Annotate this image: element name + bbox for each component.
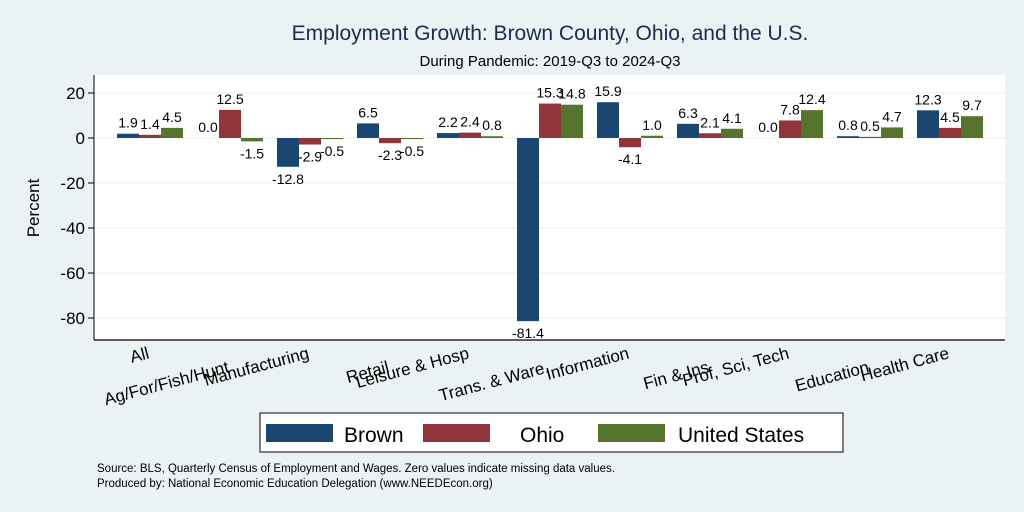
data-label: 12.5 (216, 91, 243, 107)
data-label: 14.8 (558, 86, 585, 102)
legend-swatch-united-states (598, 424, 665, 442)
bar-united-states (321, 138, 343, 140)
data-label: 6.3 (678, 105, 698, 121)
data-label: 4.5 (162, 109, 182, 125)
chart-subtitle: During Pandemic: 2019-Q3 to 2024-Q3 (420, 53, 681, 70)
producer-note: Produced by: National Economic Education… (97, 478, 493, 490)
data-label: 1.9 (118, 115, 138, 131)
y-tick-label: -80 (60, 309, 85, 328)
data-label: 2.2 (438, 114, 458, 130)
data-label: -12.8 (272, 171, 304, 187)
bar-ohio (459, 132, 481, 138)
data-label: 12.3 (914, 91, 941, 107)
legend: Brown Ohio United States (259, 412, 844, 453)
bar-united-states (641, 135, 663, 138)
bar-brown (837, 136, 859, 138)
bar-ohio (539, 103, 561, 138)
chart-title: Employment Growth: Brown County, Ohio, a… (292, 22, 809, 45)
data-label: 2.1 (700, 114, 720, 130)
data-label: -0.5 (400, 143, 424, 159)
legend-swatch-ohio (423, 424, 490, 442)
bar-united-states (561, 104, 583, 138)
data-label: 0.5 (860, 118, 880, 134)
data-label: 1.0 (642, 117, 662, 133)
bar-united-states (401, 138, 423, 140)
y-tick-label: 20 (66, 84, 85, 103)
legend-label: Brown (344, 424, 404, 447)
data-label: 0.0 (758, 119, 778, 135)
data-label: 2.4 (460, 114, 480, 130)
x-tick-label: Prof, Sci, Tech (681, 344, 791, 391)
data-label: 4.5 (940, 109, 960, 125)
bars (117, 102, 983, 322)
data-label: 15.9 (594, 83, 621, 99)
bar-ohio (299, 138, 321, 145)
data-label: 7.8 (780, 101, 800, 117)
source-note: Source: BLS, Quarterly Census of Employm… (97, 463, 615, 475)
y-axis-label: Percent (24, 178, 43, 237)
data-label: -4.1 (618, 151, 642, 167)
y-tick-label: 0 (76, 129, 85, 148)
data-labels: 1.9 1.4 4.50.012.5-1.5-12.8-2.9-0.56.5-2.3… (118, 83, 982, 341)
bar-ohio (379, 138, 401, 144)
bar-united-states (481, 136, 503, 138)
data-label: 0.8 (482, 117, 502, 133)
bar-united-states (721, 128, 743, 138)
legend-swatch-brown (266, 424, 333, 442)
bar-ohio (859, 136, 881, 138)
bar-united-states (961, 116, 983, 138)
bar-brown (597, 102, 619, 138)
data-label: -1.5 (240, 145, 264, 161)
bar-ohio (619, 138, 641, 148)
data-label: -0.5 (320, 143, 344, 159)
data-label: -81.4 (512, 325, 544, 341)
bar-united-states (881, 127, 903, 138)
x-tick-label: Education (793, 358, 871, 396)
legend-label: Ohio (520, 424, 564, 447)
bar-ohio (699, 133, 721, 138)
data-label: 4.1 (722, 110, 742, 126)
x-tick-label: Health Care (858, 344, 951, 386)
x-tick-label: All (128, 344, 151, 367)
bar-ohio (219, 109, 241, 138)
data-label: 0.0 (198, 119, 218, 135)
data-label: 1.4 (140, 116, 160, 132)
bar-brown (437, 133, 459, 138)
bar-brown (117, 133, 139, 138)
bar-brown (517, 138, 539, 322)
data-label: 6.5 (358, 104, 378, 120)
data-label: 9.7 (962, 97, 982, 113)
y-tick-label: -40 (60, 219, 85, 238)
y-tick-label: -60 (60, 264, 85, 283)
bar-brown (917, 110, 939, 138)
data-label: -2.3 (378, 147, 402, 163)
data-label: 12.4 (798, 91, 825, 107)
x-tick-label: Information (544, 344, 631, 384)
bar-ohio (779, 120, 801, 138)
data-label: 15.3 (536, 85, 563, 101)
bar-united-states (801, 110, 823, 138)
x-tick-label: Manufacturing (202, 344, 311, 390)
bar-united-states (161, 127, 183, 138)
bar-brown (357, 123, 379, 138)
data-label: 4.7 (882, 108, 902, 124)
y-tick-label: -20 (60, 174, 85, 193)
bar-brown (677, 123, 699, 138)
bar-ohio (939, 127, 961, 138)
legend-box (259, 412, 844, 453)
bar-ohio (139, 134, 161, 138)
bar-united-states (241, 138, 263, 142)
data-label: 0.8 (838, 117, 858, 133)
bar-brown (277, 138, 299, 167)
data-label: -2.9 (298, 149, 322, 165)
y-axis-ticks: 20 0 -20 -40 -60 -80 (60, 84, 94, 328)
legend-label: United States (678, 424, 804, 447)
